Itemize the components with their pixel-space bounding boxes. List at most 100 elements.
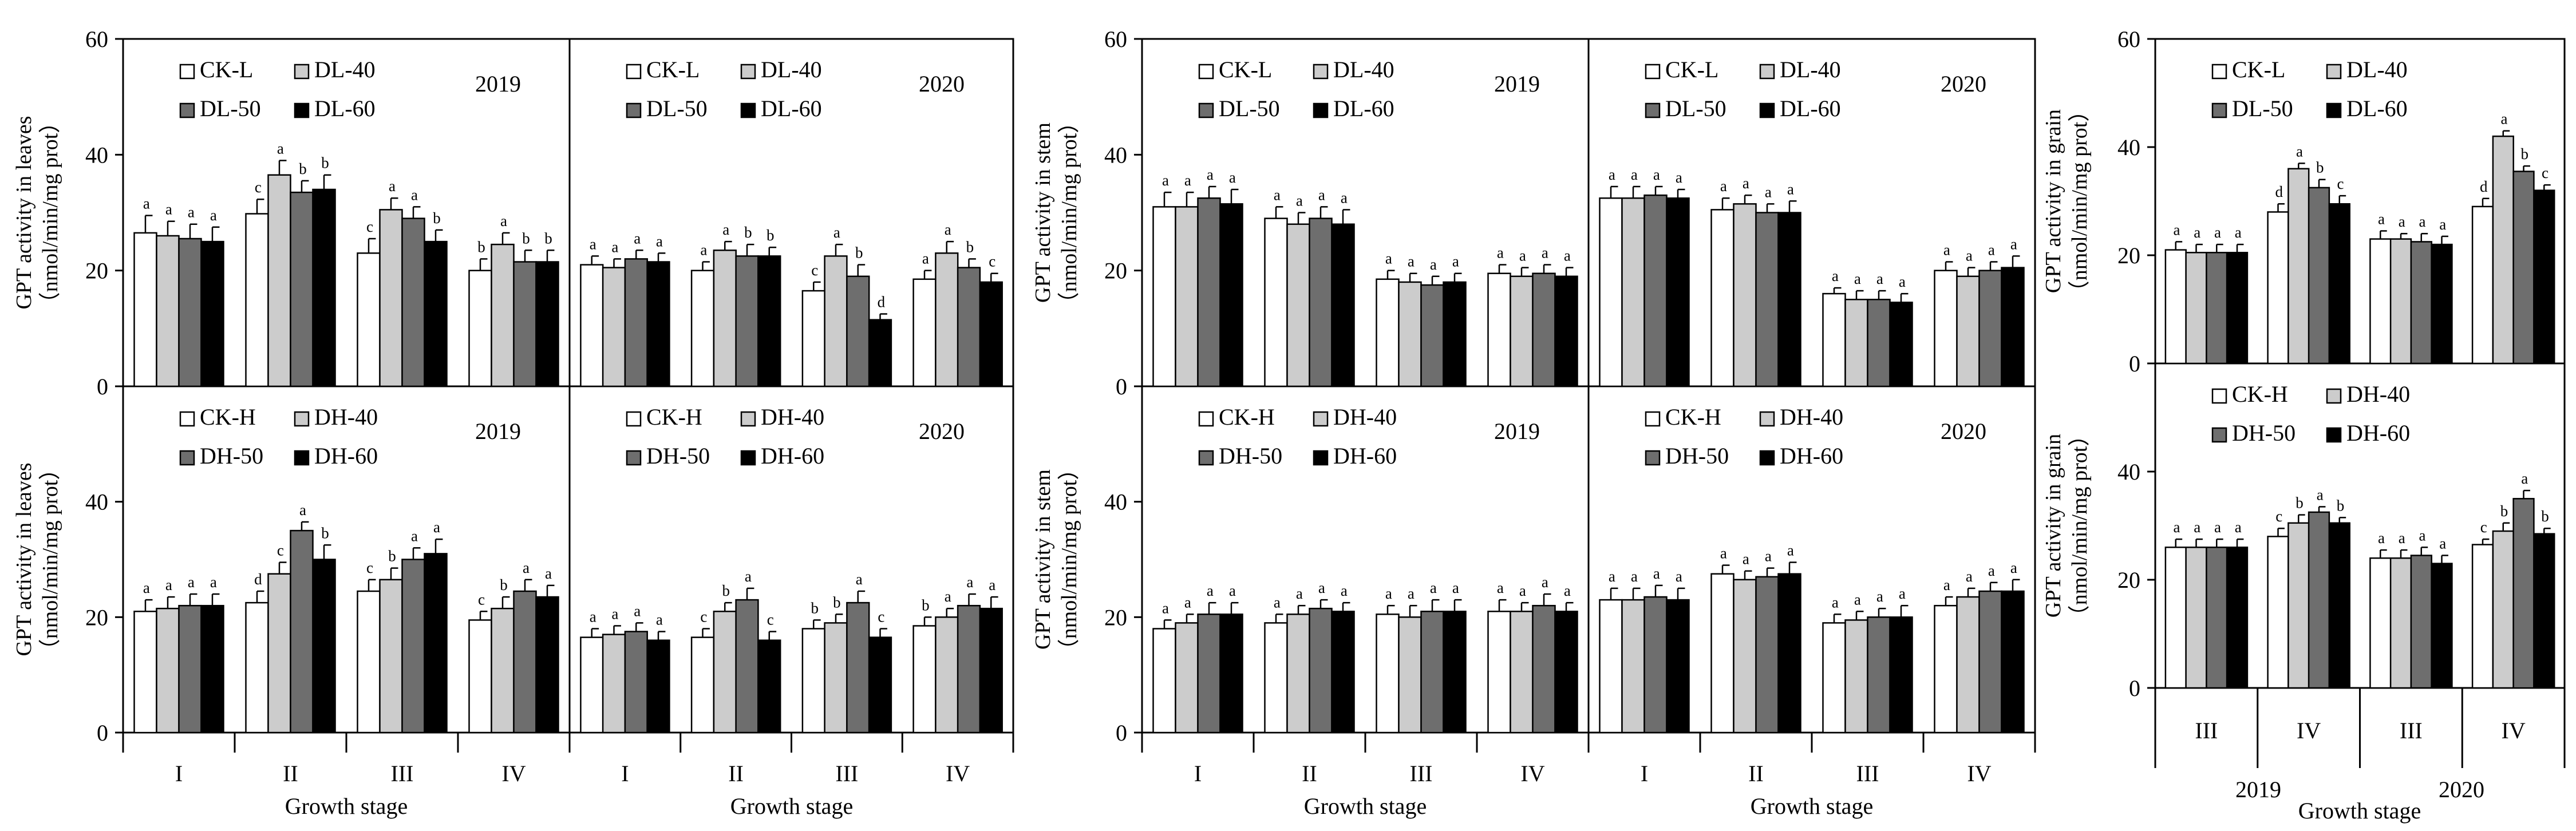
bar [2512,498,2535,689]
significance-letter: a [611,606,618,623]
significance-letter: b [767,227,775,244]
bar [624,631,648,734]
x-category-label: IV [2502,718,2526,743]
bar [1554,611,1578,734]
x-category-label: II [1302,761,1317,786]
legend-swatch [179,450,195,466]
significance-letter: a [1787,542,1794,559]
bar [1733,203,1757,387]
bar [757,255,781,387]
bar [1621,197,1645,387]
legend-entry: DL-60 [314,96,376,121]
year-label: 2019 [475,418,521,444]
bar [1510,611,1534,734]
bar [312,188,336,387]
legend-entry: DH-50 [2232,420,2296,446]
significance-letter: a [2317,486,2324,503]
significance-letter: a [634,229,641,247]
significance-letter: b [855,244,863,262]
y-axis-label: GPT activity in leaves [12,116,36,309]
significance-letter: a [1162,172,1169,189]
significance-letter: c [366,218,373,235]
bar [1733,579,1757,734]
bar [2389,238,2412,365]
significance-letter: b [2337,497,2345,514]
significance-letter: c [2542,164,2549,181]
significance-letter: a [1854,270,1861,287]
legend-swatch [294,64,310,80]
significance-letter: a [856,571,863,588]
legend-entry: DL-40 [761,57,822,82]
bar [935,616,959,734]
bar [2328,203,2350,365]
bar [2206,547,2228,689]
bar [979,281,1003,387]
bar [200,604,224,734]
legend-swatch [2211,388,2227,404]
legend-swatch [1198,102,1214,118]
bar [2431,563,2453,689]
significance-letter: a [1899,585,1906,602]
significance-letter: a [1653,166,1660,183]
significance-letter: b [922,596,930,614]
legend-entry: CK-L [2232,57,2285,82]
significance-letter: a [1854,591,1861,608]
x-category-label: IV [501,761,526,786]
y-tick-label: 0 [2129,351,2140,377]
bar [2267,211,2289,365]
bar [2512,171,2535,365]
significance-letter: a [2194,519,2200,536]
y-tick-label: 20 [85,604,108,630]
significance-letter: b [966,238,974,255]
bar [491,607,515,734]
significance-letter: a [1787,180,1794,197]
bar [200,240,224,387]
y-axis-unit: （nmol/min/mg prot） [38,112,62,314]
x-category-label: II [728,761,744,786]
significance-letter: a [1720,177,1727,195]
x-axis-label: Growth stage [1751,793,1873,819]
legend-swatch [294,450,310,466]
bar [1710,573,1735,734]
bar [690,270,715,387]
x-category-label: IV [2297,718,2321,743]
significance-letter: a [2501,110,2508,128]
bar [868,319,892,387]
x-category-label: II [283,761,298,786]
bar [1443,611,1467,734]
significance-letter: b [2296,494,2304,512]
bar [824,622,848,734]
bar [1956,275,1980,387]
bar [2492,530,2514,689]
bar [133,232,157,387]
legend-entry: CK-H [1665,404,1721,430]
significance-letter: a [945,221,951,238]
x-category-label: III [835,761,858,786]
significance-letter: b [299,160,307,177]
bar [2001,590,2025,734]
legend-swatch [179,411,195,427]
legend-entry: DH-40 [1780,404,1843,430]
legend-entry: DH-50 [646,443,710,469]
significance-letter: a [590,608,596,626]
bar [267,573,291,734]
significance-letter: b [2500,502,2508,520]
bar [1822,292,1846,387]
y-axis-label: GPT activity in grain [2041,434,2065,618]
significance-letter: a [2439,216,2446,233]
significance-letter: a [2296,143,2303,160]
significance-letter: b [477,238,485,255]
legend-entry: DH-50 [1219,443,1282,469]
significance-letter: a [210,207,217,224]
significance-letter: a [2010,559,2017,576]
significance-letter: a [2439,535,2446,552]
significance-letter: a [411,527,418,544]
legend-swatch [1759,64,1775,80]
